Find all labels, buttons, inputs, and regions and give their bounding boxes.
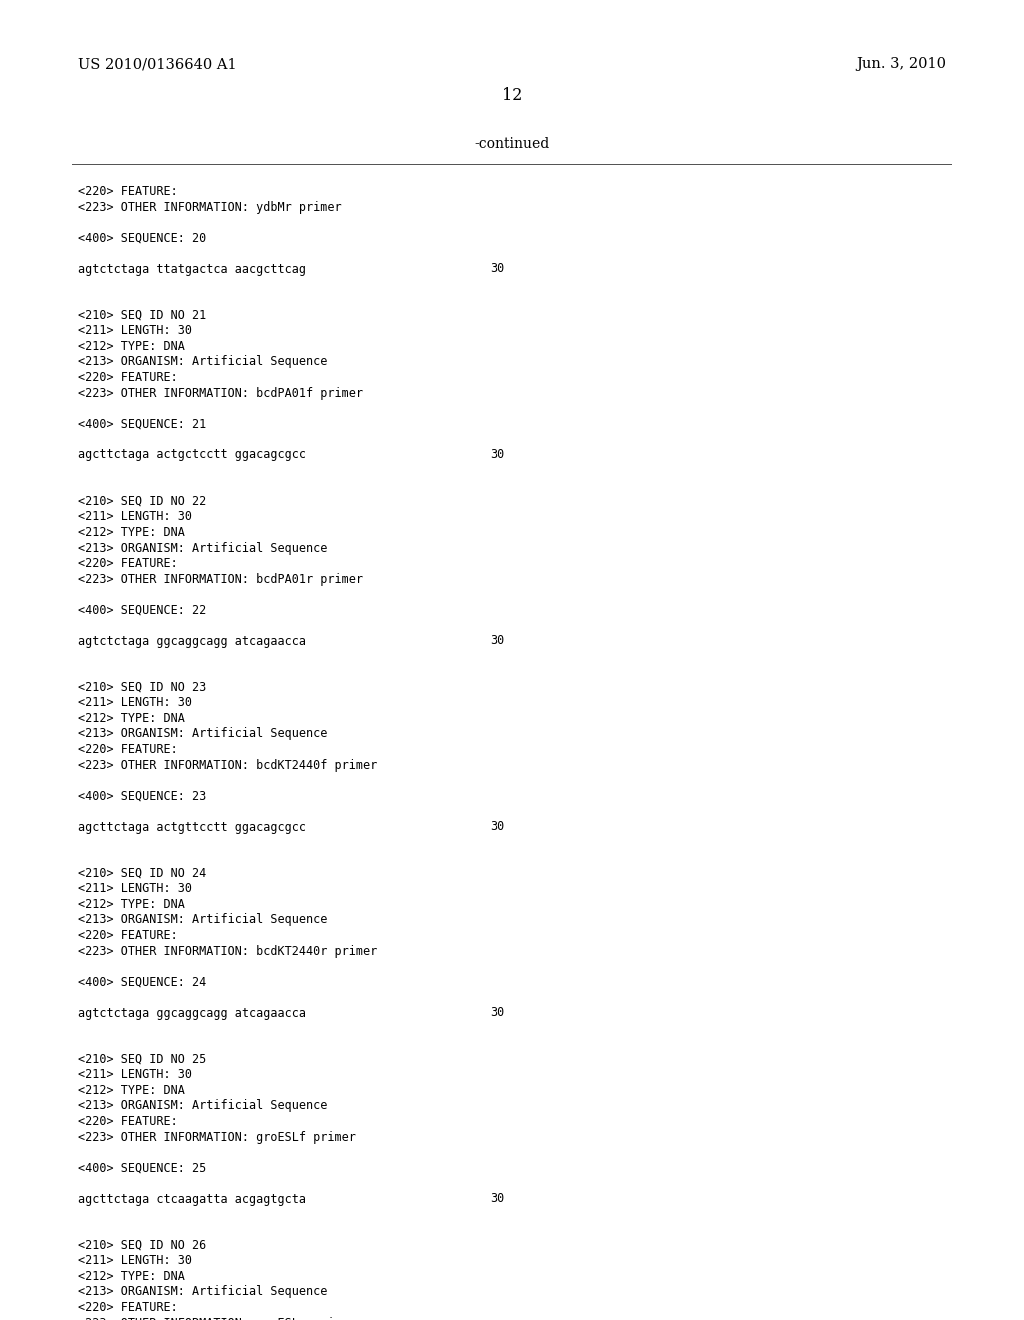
Text: <210> SEQ ID NO 22: <210> SEQ ID NO 22 — [78, 495, 206, 508]
Text: <220> FEATURE:: <220> FEATURE: — [78, 557, 178, 570]
Text: 30: 30 — [490, 635, 504, 648]
Text: agtctctaga ttatgactca aacgcttcag: agtctctaga ttatgactca aacgcttcag — [78, 263, 306, 276]
Text: <211> LENGTH: 30: <211> LENGTH: 30 — [78, 1254, 193, 1267]
Text: <210> SEQ ID NO 21: <210> SEQ ID NO 21 — [78, 309, 206, 322]
Text: <400> SEQUENCE: 23: <400> SEQUENCE: 23 — [78, 789, 206, 803]
Text: <211> LENGTH: 30: <211> LENGTH: 30 — [78, 1068, 193, 1081]
Text: <210> SEQ ID NO 24: <210> SEQ ID NO 24 — [78, 867, 206, 880]
Text: <223> OTHER INFORMATION: bcdPA01r primer: <223> OTHER INFORMATION: bcdPA01r primer — [78, 573, 362, 586]
Text: 30: 30 — [490, 1006, 504, 1019]
Text: US 2010/0136640 A1: US 2010/0136640 A1 — [78, 57, 237, 71]
Text: <400> SEQUENCE: 25: <400> SEQUENCE: 25 — [78, 1162, 206, 1175]
Text: <220> FEATURE:: <220> FEATURE: — [78, 1302, 178, 1313]
Text: <223> OTHER INFORMATION: ydbMr primer: <223> OTHER INFORMATION: ydbMr primer — [78, 201, 342, 214]
Text: <212> TYPE: DNA: <212> TYPE: DNA — [78, 711, 185, 725]
Text: <400> SEQUENCE: 20: <400> SEQUENCE: 20 — [78, 231, 206, 244]
Text: 30: 30 — [490, 449, 504, 462]
Text: <213> ORGANISM: Artificial Sequence: <213> ORGANISM: Artificial Sequence — [78, 1286, 328, 1299]
Text: <211> LENGTH: 30: <211> LENGTH: 30 — [78, 883, 193, 895]
Text: <211> LENGTH: 30: <211> LENGTH: 30 — [78, 697, 193, 710]
Text: agtctctaga ggcaggcagg atcagaacca: agtctctaga ggcaggcagg atcagaacca — [78, 1006, 306, 1019]
Text: <213> ORGANISM: Artificial Sequence: <213> ORGANISM: Artificial Sequence — [78, 541, 328, 554]
Text: <220> FEATURE:: <220> FEATURE: — [78, 185, 178, 198]
Text: agcttctaga actgctcctt ggacagcgcc: agcttctaga actgctcctt ggacagcgcc — [78, 449, 306, 462]
Text: <211> LENGTH: 30: <211> LENGTH: 30 — [78, 511, 193, 524]
Text: <212> TYPE: DNA: <212> TYPE: DNA — [78, 341, 185, 352]
Text: <223> OTHER INFORMATION: groESLr primer: <223> OTHER INFORMATION: groESLr primer — [78, 1316, 356, 1320]
Text: <212> TYPE: DNA: <212> TYPE: DNA — [78, 898, 185, 911]
Text: <210> SEQ ID NO 23: <210> SEQ ID NO 23 — [78, 681, 206, 694]
Text: -continued: -continued — [474, 137, 550, 150]
Text: agcttctaga ctcaagatta acgagtgcta: agcttctaga ctcaagatta acgagtgcta — [78, 1192, 306, 1205]
Text: <220> FEATURE:: <220> FEATURE: — [78, 1115, 178, 1129]
Text: <220> FEATURE:: <220> FEATURE: — [78, 929, 178, 942]
Text: <213> ORGANISM: Artificial Sequence: <213> ORGANISM: Artificial Sequence — [78, 355, 328, 368]
Text: <211> LENGTH: 30: <211> LENGTH: 30 — [78, 325, 193, 338]
Text: <212> TYPE: DNA: <212> TYPE: DNA — [78, 1084, 185, 1097]
Text: <400> SEQUENCE: 21: <400> SEQUENCE: 21 — [78, 417, 206, 430]
Text: <400> SEQUENCE: 24: <400> SEQUENCE: 24 — [78, 975, 206, 989]
Text: agtctctaga ggcaggcagg atcagaacca: agtctctaga ggcaggcagg atcagaacca — [78, 635, 306, 648]
Text: <213> ORGANISM: Artificial Sequence: <213> ORGANISM: Artificial Sequence — [78, 1100, 328, 1113]
Text: Jun. 3, 2010: Jun. 3, 2010 — [856, 57, 946, 71]
Text: 12: 12 — [502, 87, 522, 104]
Text: <223> OTHER INFORMATION: bcdPA01f primer: <223> OTHER INFORMATION: bcdPA01f primer — [78, 387, 362, 400]
Text: <213> ORGANISM: Artificial Sequence: <213> ORGANISM: Artificial Sequence — [78, 727, 328, 741]
Text: agcttctaga actgttcctt ggacagcgcc: agcttctaga actgttcctt ggacagcgcc — [78, 821, 306, 833]
Text: <212> TYPE: DNA: <212> TYPE: DNA — [78, 1270, 185, 1283]
Text: <223> OTHER INFORMATION: groESLf primer: <223> OTHER INFORMATION: groESLf primer — [78, 1130, 356, 1143]
Text: 30: 30 — [490, 1192, 504, 1205]
Text: <223> OTHER INFORMATION: bcdKT2440f primer: <223> OTHER INFORMATION: bcdKT2440f prim… — [78, 759, 377, 771]
Text: <220> FEATURE:: <220> FEATURE: — [78, 371, 178, 384]
Text: <210> SEQ ID NO 26: <210> SEQ ID NO 26 — [78, 1239, 206, 1251]
Text: <400> SEQUENCE: 22: <400> SEQUENCE: 22 — [78, 603, 206, 616]
Text: <223> OTHER INFORMATION: bcdKT2440r primer: <223> OTHER INFORMATION: bcdKT2440r prim… — [78, 945, 377, 957]
Text: <210> SEQ ID NO 25: <210> SEQ ID NO 25 — [78, 1053, 206, 1067]
Text: <220> FEATURE:: <220> FEATURE: — [78, 743, 178, 756]
Text: 30: 30 — [490, 821, 504, 833]
Text: <212> TYPE: DNA: <212> TYPE: DNA — [78, 525, 185, 539]
Text: <213> ORGANISM: Artificial Sequence: <213> ORGANISM: Artificial Sequence — [78, 913, 328, 927]
Text: 30: 30 — [490, 263, 504, 276]
